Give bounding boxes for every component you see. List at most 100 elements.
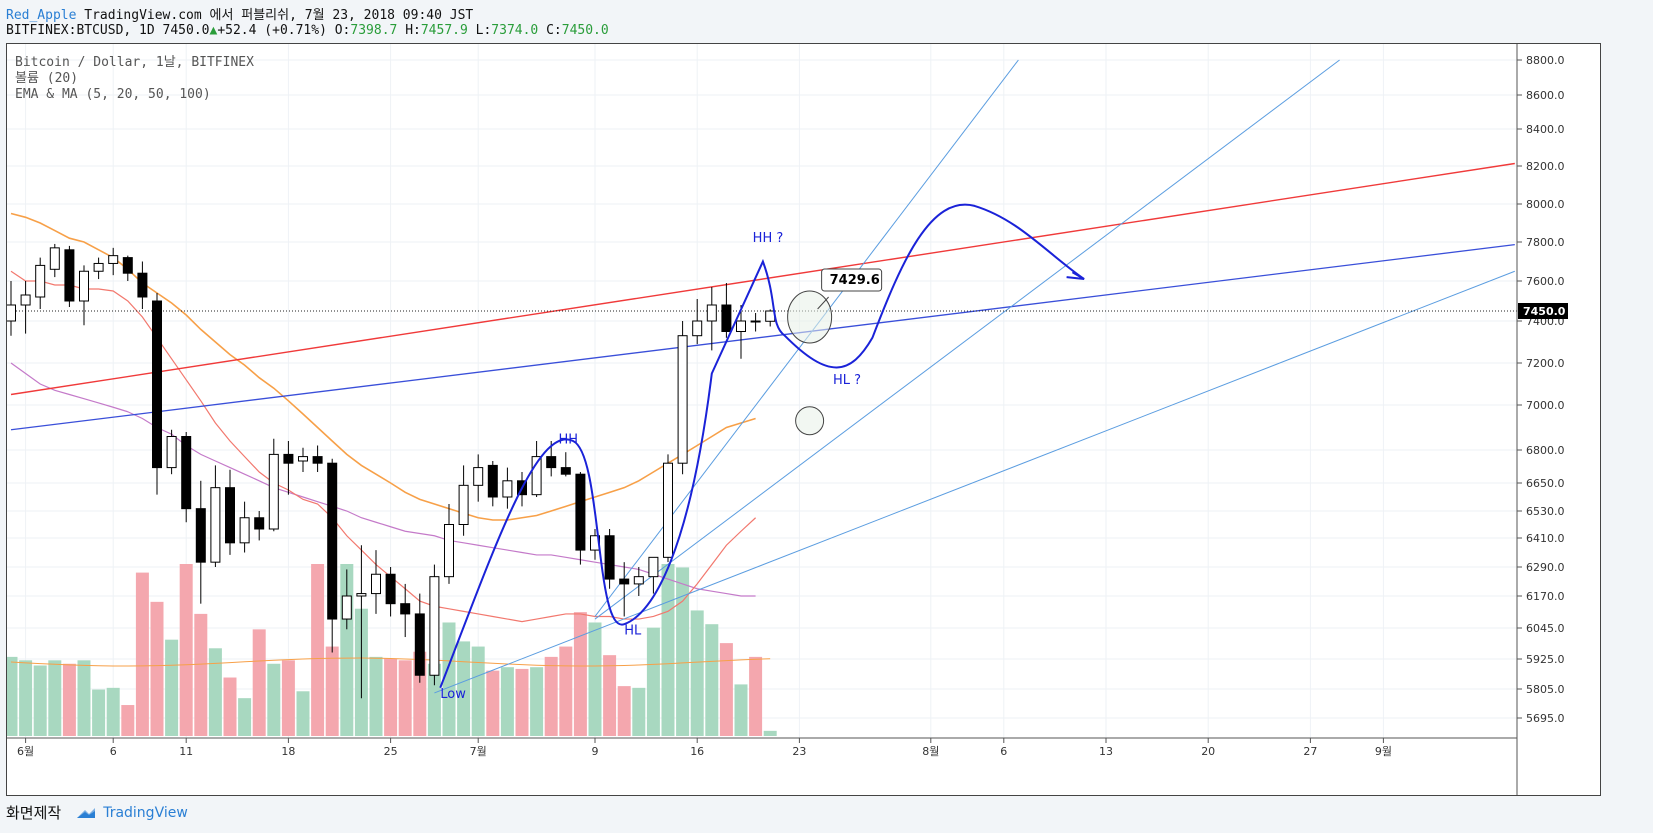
publish-info: TradingView.com 에서 퍼블리쉬, 7월 23, 2018 09:…	[84, 8, 474, 23]
chart-panel[interactable]: 7429.6 HH HH ? HL HL ? Low 8800.0 8600.0 8400.0…	[4, 43, 1601, 796]
candle-body	[20, 294, 31, 306]
candle-body	[6, 304, 16, 322]
volume-bar	[296, 691, 310, 736]
hl-question-label: HL ?	[833, 373, 861, 388]
volume-bar	[646, 627, 660, 736]
up-arrow-icon: ▲	[209, 23, 218, 38]
volume-bar	[588, 622, 602, 736]
volume-bar	[719, 643, 733, 736]
candle-body	[385, 573, 396, 605]
time-tick-label: 7월	[470, 745, 487, 758]
candle-body	[49, 247, 60, 270]
volume-bar	[457, 641, 471, 736]
time-tick-label: 6월	[17, 745, 34, 758]
candle-body	[414, 613, 425, 676]
volume-bar	[690, 610, 704, 736]
footer: 화면제작 TradingView	[6, 802, 188, 823]
price-tick-label: 8800.0	[1526, 54, 1565, 67]
candle-body	[487, 464, 498, 498]
candle-body	[356, 593, 367, 597]
candle-body	[706, 304, 717, 322]
legend-symbol: Bitcoin / Dollar, 1날, BITFINEX	[15, 55, 254, 70]
candle-body	[152, 300, 162, 469]
price-tick-label: 7200.0	[1526, 357, 1565, 370]
candle-body	[736, 320, 746, 332]
callout-line	[817, 296, 829, 310]
volume-bar	[500, 667, 514, 736]
volume-bar	[763, 730, 777, 736]
volume-bar	[4, 656, 18, 736]
volume-bar	[705, 624, 719, 736]
time-tick-label: 11	[179, 745, 193, 758]
made-with-label: 화면제작	[6, 804, 62, 822]
volume-bar	[62, 663, 76, 736]
fan-line	[594, 59, 1340, 620]
chart-svg[interactable]: 7429.6 HH HH ? HL HL ? Low 8800.0 8600.0 8400.0…	[4, 44, 1600, 795]
candle-body	[312, 456, 323, 464]
volume-bar	[398, 660, 412, 736]
volume-bar	[573, 612, 587, 736]
candlesticks	[6, 243, 776, 699]
price-tick-label: 7000.0	[1526, 399, 1565, 412]
highlight-circle	[795, 406, 825, 436]
candle-body	[677, 335, 688, 464]
candle-body	[473, 467, 484, 486]
price-tick-label: 8400.0	[1526, 123, 1565, 136]
price-tick-label: 5805.0	[1526, 683, 1565, 696]
time-axis: 6월 6 11 18 25 7월 9 16 23 8월 6 13 20 27 9월	[7, 737, 1517, 758]
volume-bar	[427, 663, 441, 736]
candle-body	[166, 436, 177, 469]
hl-label: HL	[624, 623, 642, 638]
candle-body	[458, 484, 469, 526]
volume-bar	[325, 646, 339, 736]
candle-body	[531, 456, 542, 496]
candle-body	[64, 249, 75, 302]
volume-bar	[632, 687, 646, 736]
candle-body	[502, 480, 513, 498]
time-tick-label: 25	[384, 745, 398, 758]
volume-bar	[121, 705, 135, 736]
open-label: O:	[334, 23, 351, 38]
volume-bar	[19, 660, 33, 736]
candle-body	[35, 264, 46, 298]
hh-question-label: HH ?	[753, 231, 784, 246]
cloud-icon	[77, 807, 96, 818]
tradingview-logo[interactable]: TradingView	[75, 805, 188, 821]
time-tick-label: 6	[1000, 745, 1007, 758]
ohlc-line: BITFINEX:BTCUSD, 1D 7450.0▲+52.4 (+0.71%…	[6, 23, 609, 38]
candle-body	[400, 603, 411, 615]
price-tick-label: 8600.0	[1526, 89, 1565, 102]
close-label: C:	[546, 23, 562, 38]
projection-path	[439, 203, 1085, 689]
volume-bar	[208, 648, 222, 736]
volume-bar	[48, 660, 62, 736]
candle-body	[122, 257, 133, 274]
volume-bar	[92, 689, 106, 736]
candle-body	[750, 320, 761, 323]
volume-bar	[734, 684, 748, 736]
price-tick-label: 6045.0	[1526, 622, 1565, 635]
candle-body	[371, 573, 381, 595]
candle-body	[108, 255, 119, 264]
time-tick-label: 8월	[922, 745, 939, 758]
volume-bar	[661, 564, 675, 736]
price-tick-label: 7800.0	[1526, 236, 1565, 249]
legend-ema: EMA & MA (5, 20, 50, 100)	[15, 87, 211, 102]
candle-body	[546, 456, 557, 469]
time-tick-label: 18	[281, 745, 295, 758]
candle-body	[327, 462, 338, 620]
volume-bar	[369, 656, 383, 736]
ema-orange-line	[10, 212, 756, 521]
volume-bar	[238, 698, 252, 736]
low-label: L:	[475, 23, 492, 38]
time-tick-label: 9	[592, 745, 599, 758]
last-price-value: 7450.0	[1523, 305, 1566, 318]
blue-trend-line	[10, 243, 1515, 431]
candle-body	[604, 535, 615, 580]
volume-bar	[486, 670, 500, 736]
callout-box	[821, 268, 883, 292]
volume-bar	[749, 656, 763, 736]
candle-body	[429, 576, 440, 676]
candle-body	[692, 320, 703, 337]
author-link[interactable]: Red_Apple	[6, 8, 77, 23]
